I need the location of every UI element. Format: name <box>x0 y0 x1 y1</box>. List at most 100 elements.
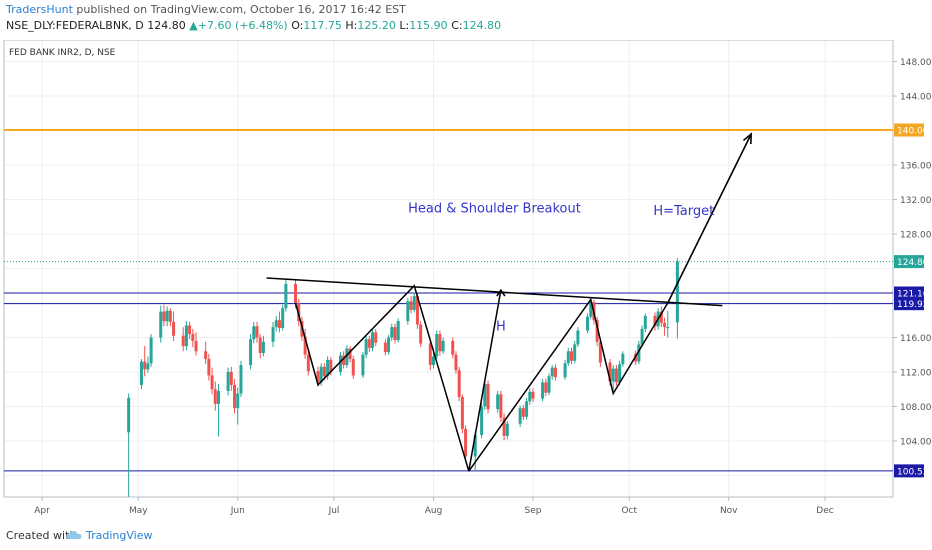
candle <box>233 378 237 414</box>
candle <box>348 346 352 363</box>
author-link[interactable]: TradersHunt <box>6 3 73 16</box>
candle <box>563 359 567 380</box>
candle-body <box>159 311 163 338</box>
candle <box>387 334 391 355</box>
tradingview-brand[interactable]: TradingView <box>86 529 153 542</box>
price-label-bg <box>894 255 924 269</box>
price-label-text: 124.80 <box>897 258 929 268</box>
candle <box>553 364 557 381</box>
candlestick-chart[interactable]: Head & Shoulder Breakout H=Target H FED BAN… <box>0 39 932 518</box>
candle-body <box>637 344 641 362</box>
candle <box>547 373 551 396</box>
candle <box>204 341 208 365</box>
candle <box>634 350 638 366</box>
candle-body <box>188 325 192 335</box>
candle <box>595 316 599 347</box>
last-price: 124.80 <box>147 19 186 32</box>
candle-body <box>621 353 625 365</box>
candle <box>618 360 622 385</box>
candle-body <box>428 343 432 366</box>
chart-container[interactable]: Head & Shoulder Breakout H=Target H FED BAN… <box>0 39 932 518</box>
chart-title: FED BANK INR2, D, NSE <box>9 48 116 58</box>
candle-body <box>387 337 391 353</box>
candle-body <box>486 384 490 410</box>
candle-body <box>553 367 557 378</box>
candle-body <box>454 354 458 371</box>
candle <box>550 365 554 380</box>
candle-body <box>367 339 371 348</box>
candle-body <box>640 328 644 345</box>
candle-body <box>216 390 220 404</box>
candle <box>159 305 163 343</box>
candle <box>284 278 288 312</box>
candle <box>345 345 349 368</box>
x-tick-label: May <box>129 506 148 516</box>
candle <box>432 353 435 369</box>
y-tick-label: 112.00 <box>900 368 932 378</box>
candle-body <box>294 284 298 303</box>
candle-body <box>502 417 506 436</box>
candle-body <box>390 327 394 338</box>
tradingview-cloud-icon <box>66 531 82 539</box>
candle <box>396 318 400 343</box>
symbol-name: NSE_DLY:FEDERALBNK, D <box>6 19 144 32</box>
candle-body <box>274 320 278 328</box>
candle <box>483 380 487 410</box>
candle-body <box>345 348 349 366</box>
candle-body <box>271 327 275 342</box>
candle <box>191 328 195 347</box>
price-label-text: 100.53 <box>897 467 929 477</box>
candle <box>281 304 285 331</box>
candle <box>226 367 230 396</box>
candle <box>277 311 281 333</box>
candle <box>207 353 211 381</box>
y-tick-label: 144.00 <box>900 93 932 103</box>
candle <box>143 346 147 377</box>
candle-body <box>364 339 368 355</box>
candle <box>338 352 342 376</box>
pattern-trendline <box>266 277 723 307</box>
target-annotation: H=Target <box>653 204 714 219</box>
candle-body <box>194 340 198 352</box>
candle-body <box>473 434 477 457</box>
candle-body <box>598 341 602 363</box>
candle <box>566 347 570 366</box>
candle <box>139 359 143 390</box>
candle-body <box>541 382 545 399</box>
candle <box>162 304 166 327</box>
candle <box>438 330 442 356</box>
target-arrowhead <box>742 132 753 145</box>
price-label-bg <box>894 123 924 137</box>
current-price-label: 124.80 <box>894 255 929 269</box>
candle <box>460 394 464 434</box>
candle <box>454 351 458 374</box>
y-tick-label: 116.00 <box>900 334 932 344</box>
candle <box>239 360 243 397</box>
candle <box>188 321 192 340</box>
candle-body <box>595 320 599 342</box>
candle <box>451 337 455 359</box>
y-tick-label: 136.00 <box>900 162 932 172</box>
candle <box>213 381 217 411</box>
candle <box>252 321 256 344</box>
chart-header: TradersHunt published on TradingView.com… <box>0 0 932 40</box>
candle <box>621 351 625 367</box>
candle-body <box>547 376 551 393</box>
low-value: 115.90 <box>409 19 448 32</box>
candle-body <box>184 325 188 347</box>
candle-body <box>371 332 375 348</box>
candle-body <box>322 366 326 377</box>
x-tick-label: Sep <box>524 506 541 516</box>
candle-body <box>239 365 243 394</box>
candle <box>659 306 663 328</box>
y-axis: 104.00 108.00 112.00 116.00 128.00 132.00 136.… <box>893 58 932 447</box>
candle-body <box>614 368 618 383</box>
candle-body <box>338 355 342 372</box>
footer: Created with TradingView <box>0 522 932 550</box>
x-tick-label: Apr <box>34 506 50 516</box>
candle-body <box>480 406 484 435</box>
x-tick-label: Oct <box>621 506 637 516</box>
candle-body <box>563 363 567 378</box>
y-tick-label: 132.00 <box>900 196 932 206</box>
x-axis: Apr May Jun Jul Aug Sep Oct Nov Dec <box>34 497 834 516</box>
